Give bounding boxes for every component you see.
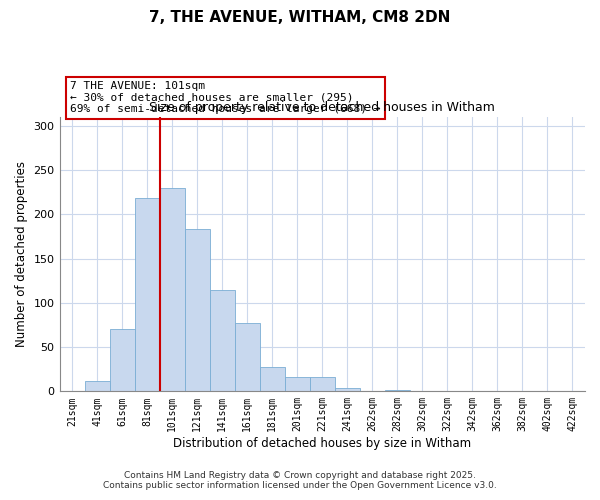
Bar (85, 380, 110, 392)
X-axis label: Distribution of detached houses by size in Witham: Distribution of detached houses by size … (173, 437, 472, 450)
Bar (385, 390, 410, 392)
Y-axis label: Number of detached properties: Number of detached properties (15, 161, 28, 347)
Title: Size of property relative to detached houses in Witham: Size of property relative to detached ho… (149, 102, 495, 114)
Bar (185, 228, 209, 392)
Bar (260, 368, 285, 392)
Bar (134, 198, 160, 392)
Bar (310, 377, 335, 392)
Bar (285, 377, 310, 392)
Bar (209, 290, 235, 392)
Bar (335, 388, 360, 392)
Bar (235, 323, 260, 392)
Text: 7, THE AVENUE, WITHAM, CM8 2DN: 7, THE AVENUE, WITHAM, CM8 2DN (149, 10, 451, 25)
Bar (110, 328, 134, 392)
Text: 7 THE AVENUE: 101sqm
← 30% of detached houses are smaller (295)
69% of semi-deta: 7 THE AVENUE: 101sqm ← 30% of detached h… (70, 81, 380, 114)
Bar (160, 188, 185, 392)
Text: Contains HM Land Registry data © Crown copyright and database right 2025.
Contai: Contains HM Land Registry data © Crown c… (103, 470, 497, 490)
